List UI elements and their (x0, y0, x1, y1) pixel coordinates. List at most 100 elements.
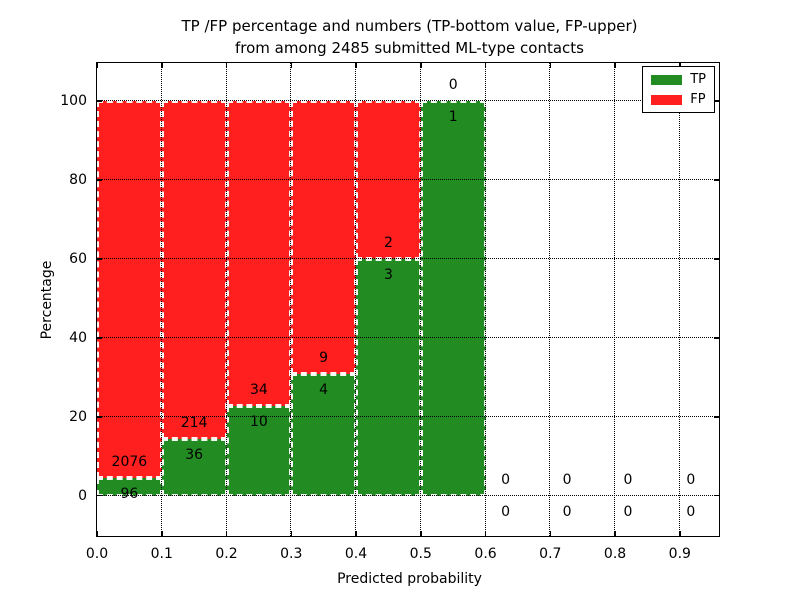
bar-segment-fp (291, 100, 357, 375)
chart-title-line1: TP /FP percentage and numbers (TP-bottom… (181, 17, 638, 35)
bar-segment-tp (291, 374, 357, 496)
bar-segment-tp (161, 438, 227, 496)
vertical-gridline (160, 63, 162, 536)
legend-item-fp: FP (651, 93, 706, 106)
bar-segment-fp (226, 100, 292, 406)
x-tick-mark-top (290, 63, 293, 68)
fp-count-label: 0 (686, 471, 696, 488)
x-tick-mark (549, 531, 552, 536)
horizontal-gridline (97, 415, 719, 417)
x-tick-label: 0.7 (539, 546, 562, 562)
horizontal-gridline (97, 257, 719, 259)
y-tick-mark (97, 416, 102, 418)
vertical-gridline (614, 63, 616, 536)
bar-segment-tp (356, 258, 421, 496)
vertical-gridline (225, 63, 227, 536)
bar-segment-tp (226, 405, 292, 496)
x-tick-label: 0.8 (603, 546, 627, 562)
vertical-gridline (484, 63, 486, 536)
y-tick-mark-right (714, 416, 719, 418)
x-axis-label: Predicted probability (337, 571, 482, 587)
vertical-gridline (355, 63, 357, 536)
tp-count-label: 0 (501, 503, 511, 520)
y-tick-mark-right (714, 258, 719, 260)
x-tick-mark (484, 531, 487, 536)
y-axis-label: Percentage (39, 260, 55, 340)
legend-label-tp: TP (690, 72, 706, 87)
y-tick-mark-right (714, 100, 719, 102)
x-tick-mark (679, 531, 681, 536)
tp-count-label: 4 (319, 382, 329, 399)
chart-title: TP /FP percentage and numbers (TP-bottom… (96, 15, 723, 59)
horizontal-gridline (97, 99, 719, 101)
x-tick-mark (96, 531, 98, 536)
x-tick-label: 0.4 (344, 546, 368, 562)
x-tick-mark-top (484, 63, 487, 68)
fp-count-label: 9 (319, 350, 329, 367)
y-tick-mark (97, 179, 102, 181)
bar-segment-fp (161, 100, 227, 439)
y-tick-label: 80 (69, 171, 87, 188)
y-tick-mark-right (714, 337, 719, 339)
tp-count-label: 10 (249, 413, 268, 430)
y-tick-label: 100 (60, 92, 87, 109)
tp-count-label: 96 (120, 486, 139, 503)
y-tick-mark (97, 494, 102, 497)
x-tick-label: 0.6 (474, 546, 497, 562)
tp-count-label: 3 (383, 266, 393, 283)
x-tick-mark (614, 531, 616, 536)
tp-count-label: 0 (686, 503, 696, 520)
x-tick-mark-top (614, 63, 616, 68)
y-tick-label: 20 (69, 408, 87, 425)
legend-swatch-tp-icon (651, 74, 683, 85)
x-tick-mark-top (225, 63, 228, 68)
horizontal-gridline (97, 336, 719, 338)
vertical-gridline (290, 63, 292, 536)
y-tick-label: 40 (69, 329, 87, 346)
fp-count-label: 0 (623, 471, 633, 488)
x-tick-label: 0.3 (280, 546, 303, 562)
horizontal-gridline (97, 494, 719, 496)
horizontal-gridline (97, 178, 719, 180)
y-tick-mark-right (714, 494, 719, 497)
legend-label-fp: FP (690, 92, 706, 107)
bar-segment-fp (97, 100, 162, 479)
y-tick-label: 60 (69, 250, 87, 267)
fp-count-label: 2076 (111, 454, 148, 471)
x-tick-label: 0.9 (668, 546, 691, 562)
tp-count-label: 1 (448, 108, 458, 125)
fp-count-label: 2 (383, 235, 393, 252)
bar-segment-tp (420, 100, 486, 496)
x-tick-mark-top (420, 63, 422, 68)
vertical-gridline (549, 63, 551, 536)
x-tick-mark (355, 531, 357, 536)
x-tick-mark-top (96, 63, 98, 68)
x-tick-mark (420, 531, 422, 536)
x-tick-mark-top (549, 63, 552, 68)
legend: TP FP (642, 66, 715, 113)
legend-item-tp: TP (651, 73, 706, 86)
fp-count-label: 0 (501, 471, 511, 488)
legend-swatch-fp-icon (651, 94, 683, 105)
tp-count-label: 36 (185, 446, 204, 463)
y-tick-mark-right (714, 179, 719, 181)
x-tick-label: 0.2 (215, 546, 238, 562)
fp-count-label: 34 (249, 382, 268, 399)
vertical-gridline (678, 63, 680, 536)
x-tick-mark (161, 531, 163, 536)
fp-count-label: 214 (180, 415, 208, 432)
fp-count-label: 0 (562, 471, 572, 488)
x-tick-mark-top (161, 63, 163, 68)
y-tick-mark (97, 100, 102, 102)
x-tick-mark-top (355, 63, 357, 68)
plot-area: 0.0 0.1 0.2 0.3 0.4 0.5 0.6 0.7 0.8 0.9 0 20 40 60 80 1… (60, 62, 720, 562)
x-tick-mark-top (679, 63, 681, 68)
y-tick-mark (97, 258, 102, 260)
y-tick-mark (97, 337, 102, 339)
chart-title-line2: from among 2485 submitted ML-type contac… (235, 39, 584, 57)
x-tick-label: 0.5 (409, 546, 432, 562)
tp-count-label: 0 (623, 503, 633, 520)
x-tick-mark (225, 531, 228, 536)
x-tick-mark (290, 531, 293, 536)
